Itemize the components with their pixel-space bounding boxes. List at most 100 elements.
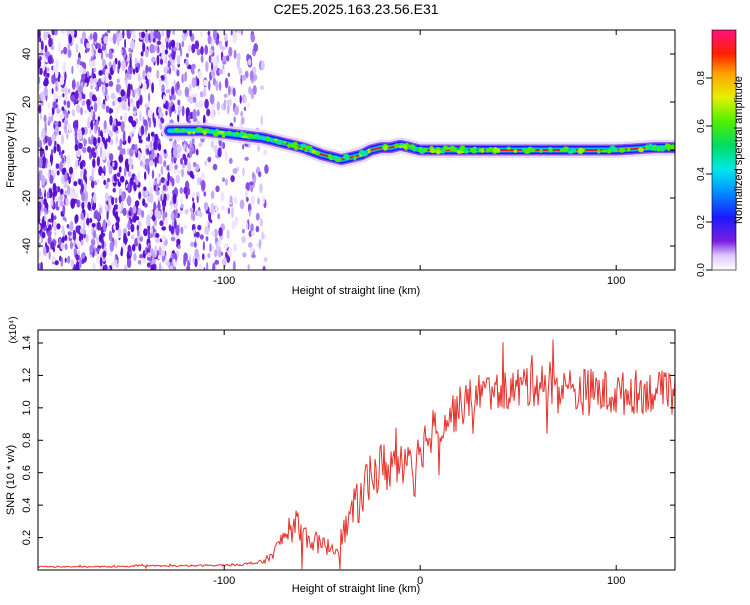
spectrogram-noise-cell <box>175 224 180 236</box>
spectrogram-noise-cell <box>189 254 191 264</box>
spectrogram-noise-cell <box>38 241 41 248</box>
spectrogram-noise-cell <box>89 128 92 135</box>
spectrogram-ridge-cell <box>174 128 180 133</box>
spectrogram-noise-cell <box>232 168 238 174</box>
spectrogram-noise-cell <box>146 262 151 268</box>
spectrogram-noise-cell <box>233 49 237 60</box>
spectrogram-noise-cell <box>241 236 246 243</box>
spectrogram-noise-cell <box>142 256 147 264</box>
spectrogram-noise-cell <box>70 94 76 103</box>
spectrogram-ridge-cell <box>299 143 307 149</box>
spectrogram-noise-cell <box>218 81 222 91</box>
spectrogram-noise-cell <box>257 145 260 152</box>
spectrogram-noise-cell <box>222 55 228 61</box>
spectrogram-noise-cell <box>121 60 126 71</box>
spectrogram-ridge-cell <box>435 149 442 155</box>
spectrogram-noise-cell <box>149 43 155 54</box>
spectrogram-noise-cell <box>121 191 126 202</box>
spectrogram-noise-cell <box>73 192 79 199</box>
snr-series-line <box>38 339 675 570</box>
spectrogram-noise-cell <box>173 46 177 52</box>
spectrogram-noise-cell <box>67 231 72 236</box>
spectrogram-noise-cell <box>184 208 189 215</box>
spectrogram-noise-cell <box>96 43 102 49</box>
spectrogram-noise-cell <box>52 246 56 253</box>
spectrogram-noise-cell <box>123 130 126 140</box>
colorbar-tick-label: 0.8 <box>696 71 707 85</box>
spectrogram-noise-cell <box>166 30 171 39</box>
spectrogram-noise-cell <box>39 146 44 158</box>
spectrogram-noise-cell <box>193 93 198 98</box>
spectrogram-noise-cell <box>113 118 117 127</box>
spectrogram-noise-cell <box>172 141 176 149</box>
spectrogram-noise-cell <box>67 185 71 196</box>
spectrogram-noise-cell <box>135 216 140 221</box>
spectrogram-noise-cell <box>38 157 43 169</box>
spectrogram-noise-cell <box>229 195 233 204</box>
spectrogram-ridge-cell <box>449 145 456 152</box>
spectrogram-noise-cell <box>129 98 134 104</box>
spectrogram-noise-cell <box>47 67 50 72</box>
spectrogram-noise-cell <box>93 67 97 73</box>
spectrogram-noise-cell <box>142 42 146 53</box>
spectrogram-noise-cell <box>137 208 142 216</box>
spectrogram-noise-cell <box>146 196 151 203</box>
spectrogram-noise-cell <box>214 259 220 265</box>
spectrogram-noise-cell <box>232 243 238 253</box>
spectrogram-noise-cell <box>64 95 68 101</box>
spectrogram-noise-cell <box>146 214 151 225</box>
spectrogram-noise-cell <box>239 199 245 210</box>
spectrogram-noise-cell <box>86 217 90 226</box>
spectrogram-noise-cell <box>226 55 230 62</box>
spectrogram-noise-cell <box>156 209 161 220</box>
spectrogram-noise-cell <box>147 34 151 41</box>
spectrogram-noise-cell <box>228 157 233 164</box>
spectrogram-noise-cell <box>128 157 133 167</box>
spectrogram-noise-cell <box>122 48 126 54</box>
spectrogram-y-tick-label: -20 <box>21 190 33 206</box>
spectrogram-noise-cell <box>105 138 109 143</box>
spectrogram-noise-cell <box>230 175 235 183</box>
spectrogram-noise-cell <box>207 253 211 259</box>
spectrogram-noise-cell <box>211 231 215 236</box>
spectrogram-noise-cell <box>157 200 161 212</box>
spectrogram-noise-cell <box>252 85 257 95</box>
spectrogram-noise-cell <box>38 139 43 149</box>
spectrogram-noise-cell <box>139 110 142 122</box>
spectrogram-noise-cell <box>253 73 258 82</box>
spectrogram-noise-cell <box>207 34 212 45</box>
spectrogram-noise-cell <box>66 224 70 229</box>
spectrogram-noise-cell <box>150 30 154 42</box>
spectrogram-noise-cell <box>68 166 74 175</box>
spectrogram-noise-cell <box>114 221 120 231</box>
snr-plot-area <box>38 339 675 570</box>
spectrogram-noise-cell <box>193 241 197 248</box>
spectrogram-ridge-cell <box>456 149 461 154</box>
spectrogram-noise-cell <box>216 67 221 76</box>
spectrogram-noise-cell <box>258 171 262 178</box>
spectrogram-noise-cell <box>137 259 142 265</box>
spectrogram-ridge-cell <box>418 147 423 153</box>
spectrogram-noise-cell <box>98 70 103 76</box>
spectrogram-noise-cell <box>155 238 161 243</box>
spectrogram-ridge-cell <box>408 144 416 149</box>
spectrogram-noise-cell <box>117 121 122 127</box>
spectrogram-noise-cell <box>192 96 197 103</box>
spectrogram-noise-cell <box>143 186 147 191</box>
spectrogram-noise-cell <box>93 101 98 113</box>
spectrogram-noise-cell <box>194 248 199 259</box>
spectrogram-noise-cell <box>202 241 205 251</box>
spectrogram-noise-cell <box>63 124 68 131</box>
spectrogram-noise-cell <box>77 250 81 256</box>
spectrogram-noise-cell <box>47 102 51 109</box>
spectrogram-noise-cell <box>66 154 71 165</box>
spectrogram-noise-cell <box>185 59 189 67</box>
spectrogram-noise-cell <box>158 262 162 270</box>
spectrogram-noise-cell <box>172 30 176 36</box>
spectrogram-noise-cell <box>177 244 181 249</box>
spectrogram-noise-cell <box>200 31 203 38</box>
spectrogram-noise-cell <box>148 243 152 250</box>
spectrogram-noise-cell <box>154 45 158 52</box>
spectrogram-noise-cell <box>226 229 230 240</box>
spectrogram-noise-cell <box>53 92 58 100</box>
